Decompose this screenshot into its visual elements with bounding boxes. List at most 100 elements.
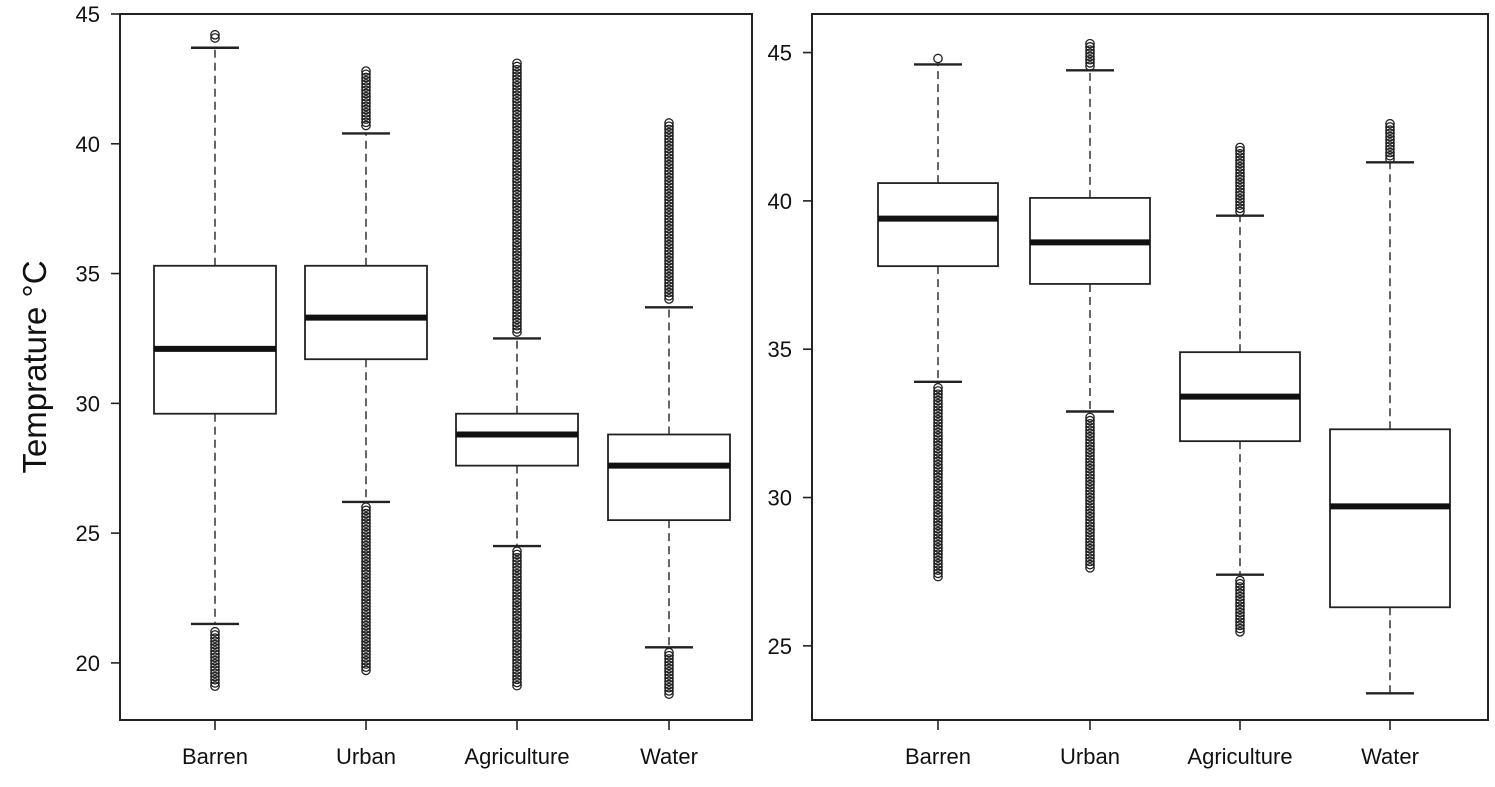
outlier-point-high [1085, 51, 1095, 62]
outlier-point-low [1085, 438, 1095, 448]
outlier-point-high [512, 109, 522, 120]
outlier-point-high [361, 114, 371, 124]
outlier-point-high [664, 242, 674, 253]
outlier-point-high [664, 226, 674, 237]
outlier-point-high [512, 135, 522, 145]
outlier-point-low [1085, 444, 1095, 455]
outlier-point-high [512, 202, 522, 213]
outlier-point-low [361, 627, 371, 637]
outlier-point-high [512, 154, 522, 165]
outlier-point-high [664, 271, 674, 282]
outlier-point-low [1085, 476, 1095, 487]
outlier-point-high [664, 252, 674, 263]
x-category-label: Urban [336, 744, 396, 769]
outlier-point-low [933, 510, 943, 521]
outlier-point-low [1085, 431, 1095, 442]
outlier-point-high [512, 212, 522, 222]
outlier-point-low [664, 682, 674, 693]
outlier-point-low [933, 392, 943, 403]
outlier-point-low [933, 421, 943, 432]
outlier-point-low [361, 579, 371, 589]
outlier-point-low [1085, 514, 1095, 525]
outlier-point-low [361, 662, 371, 673]
outlier-point-low [210, 636, 220, 647]
outlier-point-low [1235, 601, 1245, 612]
outlier-point-low [512, 588, 522, 598]
outlier-point-high [1235, 200, 1245, 210]
outlier-point-high [664, 162, 674, 173]
box-agriculture: Agriculture [455, 58, 579, 769]
outlier-point-low [361, 556, 371, 567]
outlier-point-low [512, 549, 522, 560]
outlier-point-low [933, 517, 943, 528]
outlier-point-high [512, 157, 522, 168]
outlier-point-low [933, 562, 943, 572]
outlier-point-low [1085, 473, 1095, 484]
outlier-point-high [361, 88, 371, 99]
outlier-point-low [361, 524, 371, 535]
outlier-point-low [361, 636, 371, 647]
outlier-point-low [933, 414, 943, 425]
outlier-point-high [1235, 155, 1245, 166]
outlier-point-low [210, 662, 220, 672]
outlier-point-high [1385, 150, 1395, 161]
outlier-point-high [512, 122, 522, 133]
outlier-point-low [512, 572, 522, 582]
outlier-point-high [1235, 171, 1245, 182]
outlier-point-high [664, 246, 674, 256]
outlier-point-high [512, 106, 522, 117]
outlier-point-low [361, 527, 371, 538]
outlier-point-low [933, 552, 943, 563]
outlier-point-low [664, 663, 674, 674]
box-agriculture: Agriculture [1179, 142, 1301, 769]
outlier-point-low [1085, 530, 1095, 541]
outlier-point-low [1085, 434, 1095, 445]
outlier-point-high [664, 230, 674, 240]
outlier-point-low [1235, 614, 1245, 624]
outlier-point-low [1085, 454, 1095, 464]
outlier-point-high [512, 199, 522, 209]
outlier-point-low [512, 658, 522, 669]
outlier-point-high [664, 137, 674, 148]
y-tick-label: 25 [768, 634, 792, 659]
outlier-point-high [664, 284, 674, 295]
outlier-point-low [933, 418, 943, 428]
outlier-point-low [933, 386, 943, 396]
outlier-point-high [664, 118, 674, 128]
outlier-point-high [664, 150, 674, 160]
outlier-point-high [1385, 122, 1395, 132]
outlier-point-low [933, 453, 943, 464]
outlier-point-low [210, 626, 220, 637]
outlier-point-low [512, 623, 522, 633]
outlier-point-high [1235, 142, 1245, 153]
outlier-point-high [512, 58, 522, 69]
outlier-point-low [1235, 585, 1245, 596]
y-axis-title: Temprature °C [16, 260, 53, 473]
outlier-point-low [1085, 543, 1095, 554]
outlier-point-high [512, 208, 522, 219]
outlier-point-low [512, 677, 522, 688]
outlier-point-low [512, 591, 522, 601]
outlier-point-high [512, 260, 522, 270]
outlier-point-high [512, 87, 522, 97]
outlier-point-low [361, 569, 371, 580]
outlier-point-high [512, 80, 522, 91]
outlier-point-high [512, 103, 522, 113]
outlier-point-low [1085, 527, 1095, 538]
outlier-point-low [933, 530, 943, 540]
outlier-point-low [933, 408, 943, 419]
outlier-point-low [210, 642, 220, 653]
outlier-point-high [512, 74, 522, 85]
outlier-point-high [1235, 184, 1245, 194]
outlier-point-low [1085, 556, 1095, 567]
box-urban: Urban [304, 66, 428, 769]
outlier-point-high [664, 182, 674, 192]
outlier-point-low [1085, 489, 1095, 500]
outlier-point-low [512, 648, 522, 659]
outlier-point-low [933, 424, 943, 435]
outlier-point-low [210, 658, 220, 669]
outlier-point-low [361, 521, 371, 532]
outlier-point-low [210, 668, 220, 679]
outlier-point-low [933, 555, 943, 566]
